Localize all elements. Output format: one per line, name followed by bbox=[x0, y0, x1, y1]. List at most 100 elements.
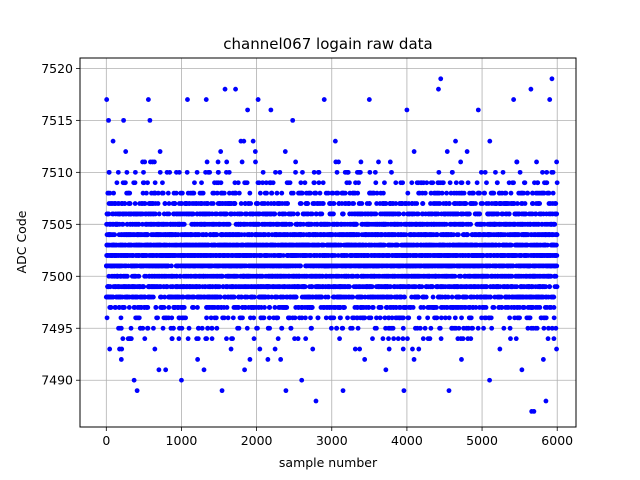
data-point bbox=[342, 190, 348, 196]
data-point bbox=[184, 169, 190, 175]
data-point bbox=[337, 336, 342, 342]
data-point bbox=[257, 190, 263, 196]
data-point bbox=[400, 315, 406, 321]
data-point bbox=[338, 315, 343, 321]
data-point bbox=[347, 180, 352, 186]
data-point bbox=[342, 305, 347, 310]
data-point bbox=[141, 180, 147, 186]
data-point bbox=[336, 159, 341, 165]
data-point bbox=[447, 180, 453, 186]
data-point bbox=[316, 169, 322, 175]
data-point bbox=[474, 180, 480, 186]
data-point bbox=[477, 190, 482, 196]
data-point bbox=[145, 180, 150, 186]
data-point bbox=[334, 169, 340, 175]
data-point bbox=[288, 221, 294, 227]
data-point bbox=[395, 336, 401, 342]
data-point bbox=[370, 336, 375, 342]
data-point bbox=[459, 315, 464, 321]
data-point bbox=[310, 346, 316, 352]
data-point bbox=[179, 325, 185, 331]
data-point bbox=[239, 159, 245, 165]
data-point bbox=[232, 201, 238, 206]
data-point bbox=[367, 201, 372, 206]
data-point bbox=[459, 357, 464, 362]
data-point bbox=[224, 305, 230, 310]
data-point bbox=[106, 169, 112, 175]
data-point bbox=[313, 190, 319, 196]
data-point bbox=[272, 346, 278, 352]
data-point bbox=[132, 180, 138, 186]
data-point bbox=[136, 221, 142, 227]
data-point bbox=[272, 211, 278, 217]
data-point bbox=[152, 346, 158, 352]
data-point bbox=[387, 159, 393, 165]
data-point bbox=[389, 169, 394, 175]
data-point bbox=[308, 315, 313, 321]
data-point bbox=[373, 180, 379, 186]
data-point bbox=[468, 315, 474, 321]
data-point bbox=[180, 294, 186, 300]
data-point bbox=[317, 190, 323, 196]
data-point bbox=[235, 180, 241, 186]
data-point bbox=[247, 357, 253, 362]
data-point bbox=[113, 305, 119, 310]
data-point bbox=[430, 180, 436, 186]
data-point bbox=[145, 305, 151, 310]
data-point bbox=[453, 180, 459, 186]
data-point bbox=[465, 180, 471, 186]
data-point bbox=[118, 315, 124, 321]
data-point bbox=[421, 305, 426, 310]
data-point bbox=[358, 159, 364, 165]
data-point bbox=[434, 315, 440, 321]
data-point bbox=[196, 325, 201, 331]
data-point bbox=[176, 336, 182, 342]
data-point bbox=[416, 346, 422, 352]
data-point bbox=[386, 336, 391, 342]
data-point bbox=[446, 201, 452, 206]
data-point bbox=[309, 305, 315, 310]
data-point bbox=[157, 149, 163, 154]
data-point bbox=[181, 305, 187, 310]
data-point bbox=[151, 325, 156, 331]
data-point bbox=[458, 159, 464, 165]
data-point bbox=[402, 294, 407, 300]
data-point bbox=[156, 211, 162, 217]
data-point bbox=[460, 336, 466, 342]
data-point bbox=[106, 211, 112, 217]
data-point bbox=[411, 357, 417, 362]
data-point bbox=[122, 305, 127, 310]
data-point bbox=[295, 336, 301, 342]
data-point bbox=[204, 159, 210, 165]
data-point bbox=[302, 315, 308, 321]
data-point bbox=[142, 201, 148, 206]
data-point bbox=[273, 169, 278, 175]
data-point bbox=[396, 211, 402, 217]
data-point bbox=[141, 284, 147, 290]
data-point bbox=[210, 201, 216, 206]
data-point bbox=[191, 305, 196, 310]
data-point bbox=[362, 315, 368, 321]
data-point bbox=[370, 305, 376, 310]
data-point bbox=[136, 315, 142, 321]
data-point bbox=[440, 180, 446, 186]
data-point bbox=[140, 190, 146, 196]
data-point bbox=[114, 180, 120, 186]
data-point bbox=[351, 201, 357, 206]
data-point bbox=[430, 294, 436, 300]
data-point bbox=[226, 169, 232, 175]
data-point bbox=[467, 211, 472, 217]
data-point bbox=[422, 325, 428, 331]
data-point bbox=[169, 263, 174, 269]
data-point bbox=[204, 315, 209, 321]
data-point bbox=[260, 169, 266, 175]
data-point bbox=[275, 336, 281, 342]
data-point bbox=[241, 138, 247, 144]
data-point bbox=[291, 211, 296, 217]
data-point bbox=[332, 138, 338, 144]
data-point bbox=[262, 305, 267, 310]
data-point bbox=[284, 305, 290, 310]
data-point bbox=[456, 325, 462, 331]
